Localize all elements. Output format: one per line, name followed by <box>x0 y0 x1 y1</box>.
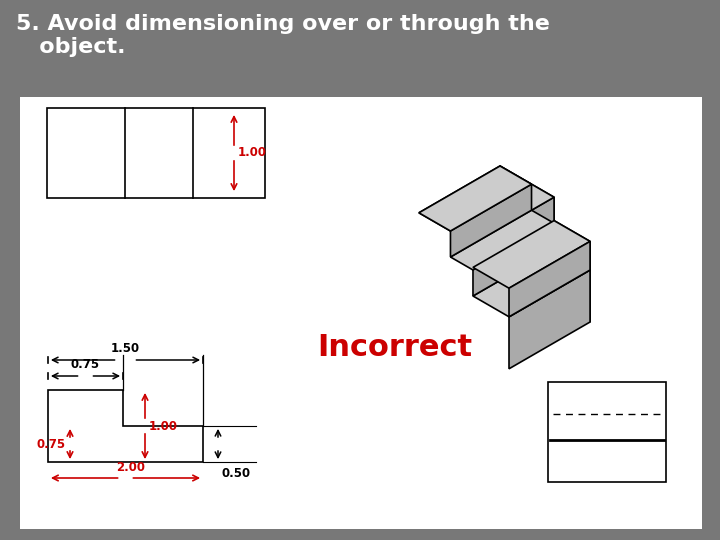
Polygon shape <box>554 221 590 270</box>
Text: 1.00: 1.00 <box>238 146 267 159</box>
Bar <box>548 382 666 482</box>
Polygon shape <box>509 270 590 369</box>
Polygon shape <box>473 249 590 317</box>
Text: 2.00: 2.00 <box>116 461 145 474</box>
Text: 1.50: 1.50 <box>111 342 140 355</box>
Polygon shape <box>473 221 590 288</box>
Bar <box>47 108 265 198</box>
Text: 0.75: 0.75 <box>71 358 100 371</box>
Polygon shape <box>48 390 203 462</box>
Polygon shape <box>419 166 554 244</box>
Text: Incorrect: Incorrect <box>318 334 472 362</box>
Polygon shape <box>500 218 590 322</box>
Text: 0.50: 0.50 <box>222 467 251 480</box>
Bar <box>20 97 702 529</box>
Text: 1.00: 1.00 <box>149 420 178 433</box>
Text: 5. Avoid dimensioning over or through the
   object.: 5. Avoid dimensioning over or through th… <box>16 14 550 57</box>
Polygon shape <box>473 197 554 296</box>
Polygon shape <box>451 184 531 257</box>
Polygon shape <box>419 166 531 231</box>
Polygon shape <box>500 166 554 249</box>
Polygon shape <box>451 210 554 270</box>
Text: 0.75: 0.75 <box>37 437 66 450</box>
Polygon shape <box>509 241 590 317</box>
